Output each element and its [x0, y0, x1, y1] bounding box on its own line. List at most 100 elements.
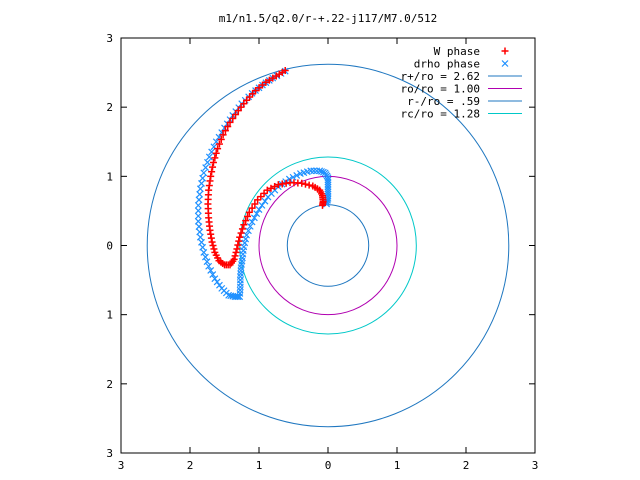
- drho-phase-point: [199, 243, 207, 251]
- drho-phase-point: [248, 218, 256, 226]
- drho-phase-point: [194, 212, 202, 220]
- legend-label: r+/ro = 2.62: [401, 70, 480, 83]
- marker-stroke: [194, 201, 202, 209]
- marker-stroke: [234, 293, 242, 301]
- legend-marker: [501, 60, 509, 67]
- w-phase-point: [234, 107, 242, 115]
- marker-stroke: [246, 222, 254, 230]
- w-phase-point: [209, 242, 217, 249]
- drho-phase-point: [202, 164, 210, 171]
- y-tick-label: 1: [106, 170, 113, 183]
- w-phase-point: [226, 118, 234, 126]
- w-phase-point: [263, 186, 271, 194]
- marker-stroke: [501, 60, 509, 67]
- x-tick-label: 2: [463, 459, 470, 472]
- drho-phase-point: [253, 210, 261, 218]
- marker-stroke: [289, 173, 297, 181]
- drho-phase-point: [244, 227, 252, 235]
- w-phase-point: [237, 229, 245, 237]
- drho-phase-point: [307, 167, 315, 175]
- w-phase-point: [231, 252, 239, 260]
- drho-phase-point: [203, 258, 211, 266]
- w-phase-point: [238, 225, 246, 233]
- w-phase-point: [254, 196, 262, 204]
- w-phase-point: [298, 179, 306, 187]
- y-tick-label: 2: [106, 101, 113, 114]
- w-phase-point: [221, 127, 229, 135]
- marker-stroke: [243, 231, 251, 239]
- drho-phase-point: [234, 293, 242, 301]
- marker-stroke: [198, 238, 205, 246]
- w-phase-point: [236, 233, 244, 241]
- drho-phase-point: [216, 281, 223, 289]
- drho-phase-point: [200, 169, 208, 177]
- legend-label: ro/ro = 1.00: [401, 83, 480, 96]
- marker-stroke: [196, 233, 204, 241]
- w-phase-point: [244, 212, 251, 220]
- marker-stroke: [201, 253, 209, 261]
- x-tick-label: 2: [187, 459, 194, 472]
- marker-stroke: [318, 168, 325, 175]
- x-tick-label: 0: [325, 459, 332, 472]
- y-tick-label: 2: [106, 378, 113, 391]
- w-phase-point: [212, 149, 220, 157]
- y-tick-label: 1: [106, 309, 113, 322]
- drho-phase-point: [310, 167, 318, 175]
- drho-phase-point: [194, 201, 202, 209]
- drho-phase-point: [207, 266, 215, 274]
- marker-stroke: [216, 281, 223, 289]
- w-phase-point: [229, 114, 237, 122]
- marker-stroke: [248, 218, 256, 226]
- drho-phase-point: [293, 171, 301, 179]
- marker-stroke: [198, 180, 205, 187]
- w-phase-point: [260, 189, 268, 197]
- w-phase-point: [209, 163, 217, 171]
- drho-phase-point: [201, 253, 209, 261]
- marker-stroke: [205, 153, 213, 161]
- y-tick-label: 0: [106, 240, 113, 253]
- w-phase-point: [210, 245, 218, 253]
- w-phase-point: [232, 248, 240, 256]
- x-tick-label: 3: [118, 459, 125, 472]
- w-phase-point: [234, 241, 242, 249]
- w-phase-point: [301, 180, 309, 188]
- drho-phase-point: [195, 196, 203, 204]
- drho-phase-point: [194, 207, 202, 215]
- w-phase-point: [245, 208, 253, 216]
- drho-phase-point: [204, 158, 211, 166]
- drho-phase-point: [200, 248, 208, 256]
- w-phase-point: [318, 201, 326, 209]
- drho-phase-point: [246, 222, 254, 230]
- drho-phase-point: [211, 275, 219, 283]
- marker-stroke: [200, 248, 208, 256]
- x-tick-label: 3: [532, 459, 539, 472]
- marker-stroke: [209, 271, 217, 278]
- drho-phase-point: [318, 168, 325, 175]
- marker-stroke: [200, 169, 208, 177]
- marker-stroke: [199, 174, 207, 182]
- drho-phase-point: [196, 185, 204, 193]
- w-phase-point: [211, 154, 219, 162]
- x-tick-label: 1: [256, 459, 263, 472]
- radius-circle: [239, 156, 417, 335]
- marker-stroke: [196, 190, 204, 198]
- drho-phase-point: [196, 190, 204, 198]
- marker-stroke: [250, 214, 258, 222]
- marker-stroke: [293, 171, 301, 179]
- w-phase-point: [251, 200, 259, 208]
- drho-phase-point: [205, 153, 213, 161]
- marker-stroke: [210, 143, 218, 151]
- marker-stroke: [307, 167, 315, 175]
- w-phase-point: [209, 159, 217, 166]
- w-phase-point: [224, 123, 232, 131]
- marker-stroke: [205, 262, 213, 270]
- w-phase-point: [240, 221, 248, 229]
- marker-stroke: [261, 197, 269, 205]
- marker-stroke: [194, 207, 202, 215]
- drho-phase-point: [243, 231, 251, 239]
- radius-circle: [258, 175, 398, 316]
- drho-phase-point: [198, 180, 205, 187]
- w-phase-point: [267, 184, 275, 192]
